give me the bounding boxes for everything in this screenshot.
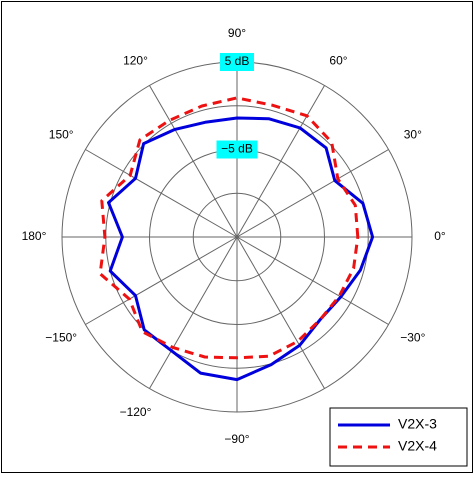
theta-tick-label: −90° [224, 432, 249, 446]
theta-tick-label: 0° [434, 229, 446, 243]
theta-tick-label: 60° [329, 53, 347, 67]
legend-box [329, 407, 468, 467]
r-tick-label: 5 dB [225, 54, 250, 68]
series-line [98, 96, 360, 360]
grid-spoke [236, 236, 325, 389]
grid-spoke [149, 85, 238, 238]
theta-tick-label: −120° [120, 405, 152, 419]
grid-spoke [236, 236, 389, 325]
legend-label: V2X-4 [398, 438, 437, 454]
grid-spoke [236, 85, 325, 238]
theta-tick-label: 150° [49, 128, 74, 142]
legend-label: V2X-3 [398, 416, 437, 432]
theta-tick-label: −150° [45, 331, 77, 345]
grid-spoke [85, 149, 238, 238]
theta-tick-label: −30° [400, 331, 425, 345]
grid-spoke [236, 149, 389, 238]
r-label-bg [216, 140, 258, 159]
series-line [107, 116, 375, 382]
theta-tick-label: 120° [123, 53, 148, 67]
r-tick-label: −5 dB [221, 142, 253, 156]
theta-tick-label: 180° [22, 229, 47, 243]
grid-spoke [149, 236, 238, 389]
r-label-bg [220, 53, 254, 71]
theta-tick-label: 30° [404, 128, 422, 142]
grid-spoke [85, 236, 238, 325]
theta-tick-label: 90° [228, 26, 246, 40]
